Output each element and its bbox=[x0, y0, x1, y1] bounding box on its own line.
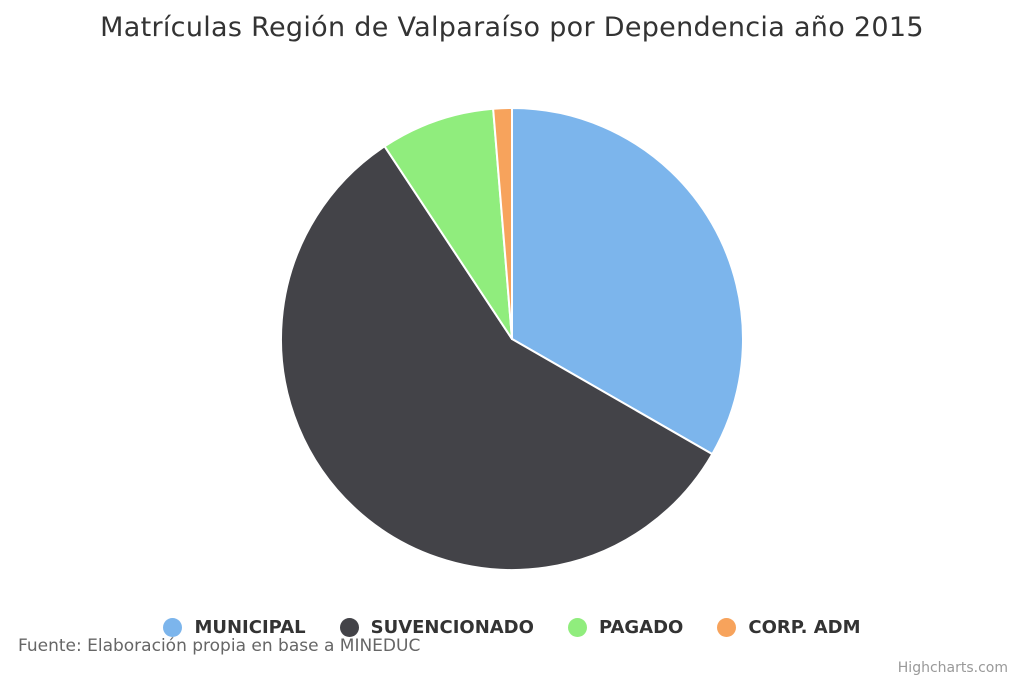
legend-item-suvencionado[interactable]: SUVENCIONADO bbox=[339, 617, 534, 638]
legend-label-suvencionado: SUVENCIONADO bbox=[370, 617, 534, 638]
legend-item-municipal[interactable]: MUNICIPAL bbox=[163, 617, 306, 638]
chart-title: Matrículas Región de Valparaíso por Depe… bbox=[100, 12, 924, 43]
legend: MUNICIPAL SUVENCIONADO PAGADO CORP. ADM bbox=[0, 617, 1024, 638]
pie-slice-suvencionado[interactable] bbox=[279, 145, 714, 571]
legend-label-pagado: PAGADO bbox=[598, 617, 684, 638]
legend-item-pagado[interactable]: PAGADO bbox=[567, 617, 684, 638]
legend-marker-suvencionado bbox=[339, 618, 359, 637]
pie-slice-pagado[interactable] bbox=[383, 107, 513, 340]
highcharts-credits-link[interactable]: Highcharts.com bbox=[897, 660, 1008, 676]
pie-slice-corp-adm[interactable] bbox=[492, 107, 513, 340]
legend-item-corp-adm[interactable]: CORP. ADM bbox=[717, 617, 861, 638]
source-note: Fuente: Elaboración propia en base a MIN… bbox=[18, 636, 421, 656]
legend-label-municipal: MUNICIPAL bbox=[194, 617, 306, 638]
pie-slice-municipal[interactable] bbox=[511, 107, 744, 456]
legend-marker-pagado bbox=[567, 618, 587, 637]
legend-marker-municipal bbox=[163, 618, 183, 637]
legend-marker-corp-adm bbox=[717, 618, 737, 637]
legend-label-corp-adm: CORP. ADM bbox=[748, 617, 861, 638]
